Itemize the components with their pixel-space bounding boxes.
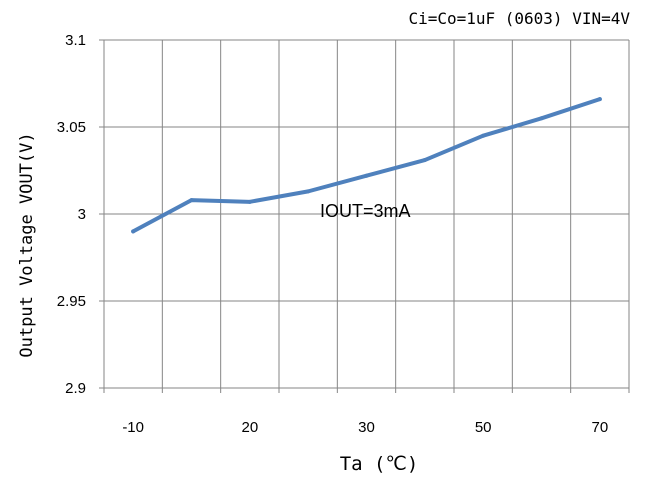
y-tick-label: 2.95 — [57, 293, 86, 310]
data-point — [364, 173, 369, 178]
data-point — [247, 199, 252, 204]
y-tick-marks — [99, 39, 104, 389]
x-tick-labels: -10 20 30 50 70 — [122, 419, 608, 436]
horizontal-gridlines — [104, 39, 629, 302]
data-point — [189, 198, 194, 203]
y-tick-labels: 3.1 3.05 3 2.95 2.9 — [57, 32, 86, 397]
data-point — [306, 189, 311, 194]
data-point — [597, 97, 602, 102]
chart-title: Ci=Co=1uF (0603) VIN=4V — [408, 9, 630, 28]
data-point — [422, 158, 427, 163]
data-point — [539, 116, 544, 121]
data-point — [131, 229, 136, 234]
x-tick-label: 50 — [475, 419, 492, 436]
x-tick-label: -10 — [122, 419, 144, 436]
x-tick-marks — [103, 388, 630, 393]
x-tick-label: 20 — [241, 419, 258, 436]
y-tick-label: 3.05 — [57, 119, 86, 136]
x-tick-label: 30 — [358, 419, 375, 436]
y-tick-label: 3.1 — [65, 32, 86, 49]
series-points — [131, 97, 602, 234]
annotation-label: IOUT=3mA — [320, 201, 411, 221]
y-tick-label: 3 — [78, 206, 86, 223]
x-tick-label: 70 — [591, 419, 608, 436]
data-point — [481, 133, 486, 138]
x-axis-label: Ta (℃) — [340, 453, 419, 475]
y-tick-label: 2.9 — [65, 380, 86, 397]
y-axis-label: Output Voltage VOUT(V) — [17, 132, 37, 357]
